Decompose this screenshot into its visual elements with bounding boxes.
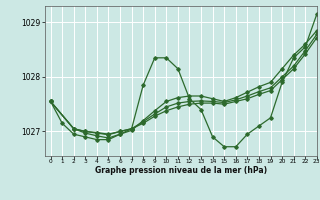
X-axis label: Graphe pression niveau de la mer (hPa): Graphe pression niveau de la mer (hPa) — [95, 166, 267, 175]
